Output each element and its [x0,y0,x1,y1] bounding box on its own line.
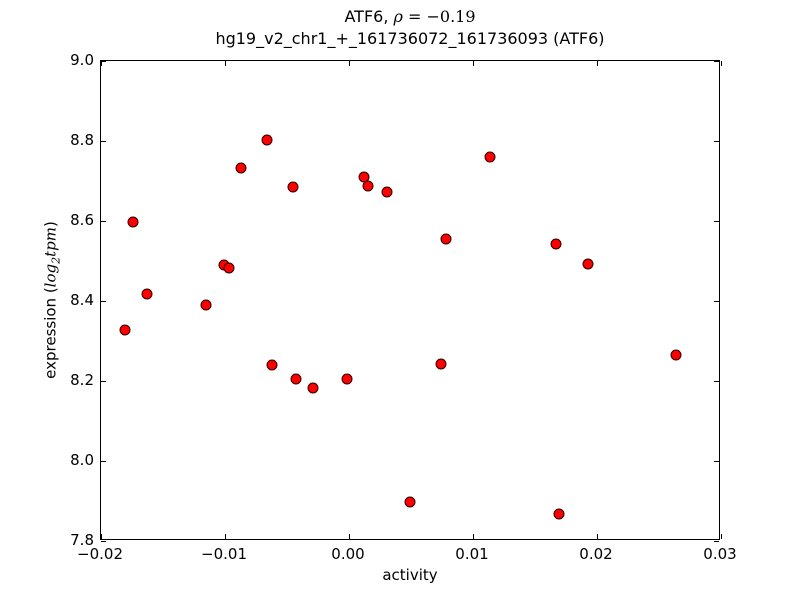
y-tick-mark [101,380,106,382]
y-tick-mark [714,460,719,462]
data-point [484,151,496,163]
data-point [553,508,565,520]
x-tick-label: −0.02 [77,545,123,563]
x-tick-mark [100,534,102,539]
x-tick-mark [100,61,102,66]
plot-title-text: ATF6, [344,7,394,26]
data-point [235,162,247,174]
rho-symbol: ρ [393,7,403,26]
data-point [119,324,131,336]
x-tick-mark [720,61,722,66]
data-point [550,238,562,250]
y-tick-mark [101,300,106,302]
x-tick-label: 0.01 [455,545,489,563]
y-tick-mark [714,220,719,222]
rho-value: = −0.19 [402,7,476,26]
y-tick-mark [714,140,719,142]
data-point [341,373,353,385]
x-tick-mark [348,534,350,539]
x-tick-mark [224,534,226,539]
y-axis-label-log: log [41,263,60,288]
plot-title: ATF6, ρ = −0.19 [100,6,720,28]
data-point [290,373,302,385]
data-point [127,216,139,228]
x-tick-mark [596,534,598,539]
y-axis-label-sub2: 2 [49,256,63,264]
x-axis-label: activity [382,566,438,584]
y-tick-label: 9.0 [70,51,94,69]
data-point [307,382,319,394]
y-tick-mark [101,220,106,222]
y-tick-label: 8.2 [70,371,94,389]
data-point [435,358,447,370]
x-tick-mark [596,61,598,66]
x-tick-mark [348,61,350,66]
y-tick-label: 8.4 [70,291,94,309]
data-point [440,233,452,245]
data-point [223,262,235,274]
title-block: ATF6, ρ = −0.19 hg19_v2_chr1_+_161736072… [100,6,720,49]
data-point [200,299,212,311]
data-point [362,180,374,192]
plot-area [100,60,722,542]
x-tick-label: 0.03 [703,545,737,563]
y-tick-label: 7.8 [70,531,94,549]
x-tick-mark [472,534,474,539]
y-tick-mark [101,140,106,142]
data-point [582,258,594,270]
y-tick-mark [101,460,106,462]
data-point [381,186,393,198]
data-point [141,288,153,300]
data-point [266,359,278,371]
y-tick-label: 8.8 [70,131,94,149]
y-tick-label: 8.0 [70,451,94,469]
data-point [287,181,299,193]
data-point [404,496,416,508]
y-tick-mark [101,540,106,542]
x-tick-mark [224,61,226,66]
y-tick-mark [714,380,719,382]
y-tick-label: 8.6 [70,211,94,229]
y-tick-mark [714,540,719,542]
data-point [261,134,273,146]
y-axis-label-tpm: tpm [41,227,60,257]
y-tick-mark [714,300,719,302]
x-tick-label: 0.02 [579,545,613,563]
x-tick-label: −0.01 [201,545,247,563]
x-tick-mark [720,534,722,539]
y-tick-mark [714,60,719,62]
x-tick-label: 0.00 [331,545,365,563]
data-point [670,349,682,361]
x-tick-mark [472,61,474,66]
plot-subtitle: hg19_v2_chr1_+_161736072_161736093 (ATF6… [215,28,605,48]
y-tick-mark [101,60,106,62]
